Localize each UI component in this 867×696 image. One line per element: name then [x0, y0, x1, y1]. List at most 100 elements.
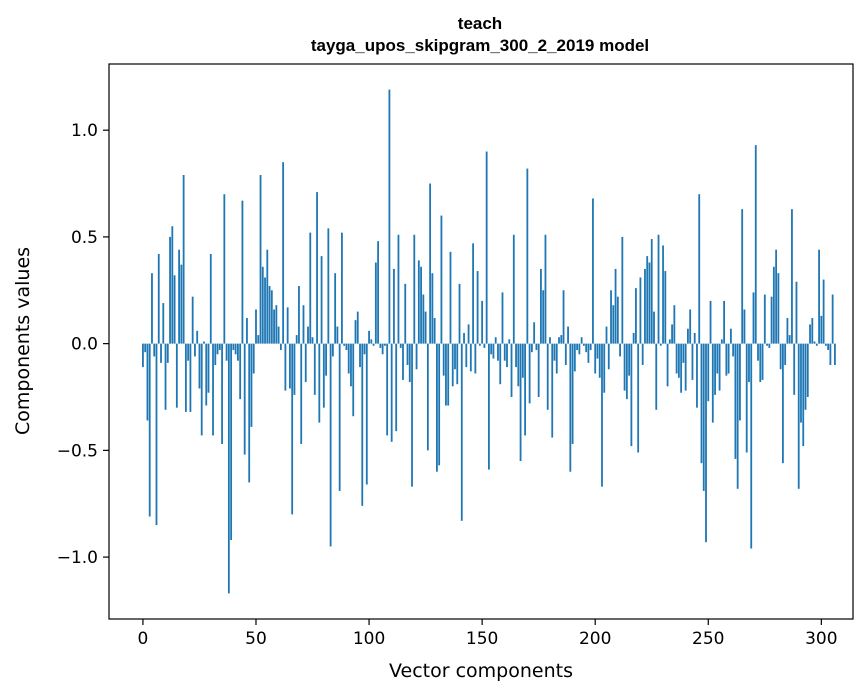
bar-190 [571, 343, 574, 444]
bar-147 [474, 343, 477, 374]
bar-136 [449, 251, 452, 344]
bar-199 [592, 198, 594, 344]
bar-222 [644, 268, 646, 344]
bar-247 [700, 343, 703, 464]
bar-158 [499, 343, 502, 385]
bar-106 [381, 343, 384, 355]
bar-23 [194, 343, 196, 357]
bar-9 [162, 303, 165, 344]
bar-46 [246, 318, 248, 344]
bar-148 [476, 271, 479, 344]
bar-303 [827, 343, 830, 351]
bar-14 [173, 275, 176, 344]
bar-139 [456, 343, 459, 385]
bar-100 [368, 330, 370, 344]
bar-31 [212, 343, 214, 436]
bar-133 [442, 343, 445, 376]
bar-265 [741, 209, 744, 344]
bar-163 [510, 343, 513, 397]
bar-258 [725, 343, 728, 376]
bar-127 [429, 183, 432, 344]
bar-43 [239, 343, 242, 400]
bar-244 [693, 332, 696, 344]
bar-61 [279, 343, 282, 351]
bar-254 [716, 343, 719, 374]
bar-85 [334, 273, 337, 344]
bar-169 [524, 343, 526, 436]
bar-83 [329, 343, 332, 547]
chart-title-line1: teach [458, 14, 502, 33]
bar-146 [472, 243, 474, 344]
bar-114 [399, 343, 402, 348]
bar-198 [589, 343, 592, 351]
bar-213 [623, 343, 626, 391]
bar-11 [166, 343, 169, 363]
x-tick-label: 200 [579, 629, 611, 649]
bar-130 [436, 343, 438, 472]
bar-161 [506, 343, 508, 368]
bar-52 [259, 175, 262, 344]
bar-206 [607, 343, 610, 370]
bar-69 [298, 286, 300, 344]
bar-282 [779, 343, 782, 370]
bar-70 [300, 343, 303, 444]
bar-300 [820, 315, 823, 344]
bar-20 [187, 343, 190, 361]
bar-287 [791, 209, 793, 344]
bar-298 [815, 343, 818, 346]
bar-152 [485, 151, 488, 344]
bar-128 [431, 273, 434, 344]
bar-295 [809, 324, 811, 344]
bar-177 [542, 290, 545, 344]
bar-176 [540, 268, 542, 344]
bar-51 [257, 335, 260, 344]
bar-301 [822, 279, 825, 344]
bar-115 [402, 343, 404, 380]
bar-24 [196, 330, 199, 344]
bar-107 [383, 343, 386, 346]
bar-17 [180, 264, 183, 344]
bar-89 [343, 343, 346, 346]
bar-38 [227, 343, 230, 594]
bar-214 [625, 343, 628, 400]
bar-77 [316, 192, 318, 344]
bar-210 [616, 296, 619, 344]
bar-36 [223, 194, 226, 344]
bar-304 [829, 343, 832, 365]
bar-86 [336, 326, 339, 344]
bar-293 [804, 343, 807, 410]
bar-162 [508, 339, 511, 344]
bar-205 [605, 326, 608, 344]
bar-145 [469, 343, 472, 372]
y-tick-label: 1.0 [71, 121, 98, 141]
bar-8 [160, 343, 162, 363]
bar-84 [331, 343, 334, 357]
bar-197 [587, 343, 590, 363]
bar-245 [696, 343, 698, 408]
bar-236 [675, 343, 678, 374]
bar-306 [834, 343, 836, 365]
bar-274 [761, 343, 764, 380]
bar-143 [465, 343, 468, 368]
bar-277 [768, 343, 771, 348]
y-tick-label: −0.5 [57, 441, 98, 461]
bar-173 [533, 322, 536, 344]
bar-215 [628, 343, 631, 376]
bar-175 [537, 343, 540, 397]
bar-160 [503, 343, 506, 361]
bar-262 [734, 343, 737, 459]
bar-225 [650, 239, 653, 344]
bar-266 [743, 309, 746, 344]
bar-67 [293, 343, 296, 395]
bar-189 [569, 343, 572, 472]
bar-126 [426, 343, 429, 451]
bar-223 [646, 256, 649, 344]
bar-297 [813, 341, 816, 344]
x-axis-label: Vector components [389, 660, 573, 682]
bar-292 [802, 343, 805, 447]
bar-299 [818, 249, 820, 344]
bar-194 [580, 337, 583, 344]
bar-144 [467, 324, 470, 344]
bar-237 [677, 343, 680, 378]
